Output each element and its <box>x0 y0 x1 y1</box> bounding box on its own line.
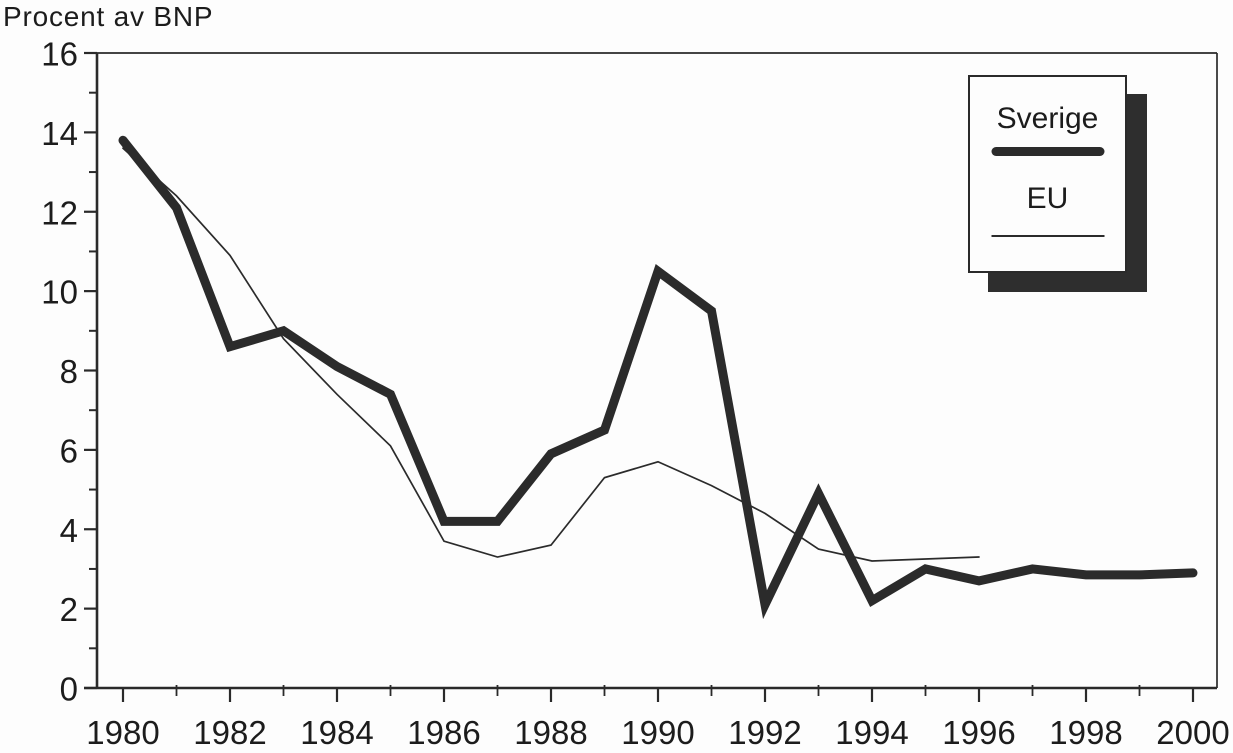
y-tick-label: 8 <box>60 353 78 390</box>
x-tick-label: 1990 <box>621 714 694 751</box>
x-tick-label: 1988 <box>514 714 587 751</box>
eu-line-sample-icon <box>991 235 1104 237</box>
sverige-line <box>118 135 1198 620</box>
legend-label-sverige: Sverige <box>996 102 1099 135</box>
x-tick-label: 1992 <box>728 714 801 751</box>
legend: Sverige EU <box>968 75 1127 273</box>
x-tick-label: 1982 <box>193 714 266 751</box>
y-axis-ticks: 0 2 4 6 8 10 12 14 16 <box>41 36 97 708</box>
x-tick-label: 1998 <box>1049 714 1122 751</box>
chart-title: Procent av BNP <box>3 1 214 32</box>
sverige-line-sample-icon <box>991 147 1104 156</box>
x-tick-label: 1996 <box>942 714 1015 751</box>
y-tick-label: 16 <box>41 36 78 73</box>
legend-label-eu: EU <box>1026 182 1069 215</box>
x-tick-label: 1986 <box>407 714 480 751</box>
eu-line <box>122 147 980 562</box>
y-tick-label: 4 <box>60 512 78 549</box>
x-tick-label: 1994 <box>835 714 908 751</box>
x-tick-label: 1984 <box>300 714 373 751</box>
y-tick-label: 0 <box>60 671 78 708</box>
x-tick-label: 2000 <box>1156 714 1229 751</box>
y-tick-label: 12 <box>41 194 78 231</box>
y-tick-label: 2 <box>60 591 78 628</box>
y-tick-label: 6 <box>60 432 78 469</box>
x-axis-ticks: 1980 1982 1984 1986 1988 1990 1992 1994 1996 1998… <box>86 685 1230 751</box>
x-tick-label: 1980 <box>86 714 159 751</box>
y-tick-label: 14 <box>41 115 78 152</box>
y-tick-label: 10 <box>41 274 78 311</box>
